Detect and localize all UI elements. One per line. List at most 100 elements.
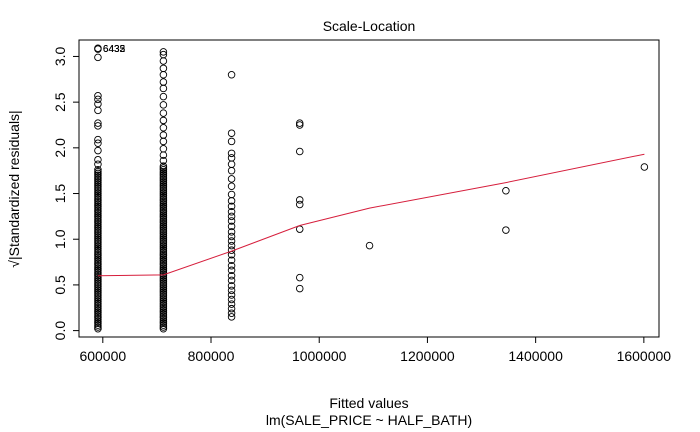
data-point: [94, 146, 102, 155]
data-point: [94, 167, 102, 176]
data-point: [227, 166, 236, 175]
data-point: [94, 273, 102, 282]
point-annotation: 6433: [103, 44, 126, 55]
data-point: [94, 239, 102, 247]
data-point: [94, 231, 102, 240]
data-point: [159, 84, 168, 93]
data-point: [159, 180, 168, 189]
data-point: [227, 232, 236, 241]
data-point: [159, 137, 168, 146]
data-point: [159, 198, 168, 207]
y-axis-label: √|Standardized residuals|: [6, 110, 22, 267]
data-point: [159, 193, 168, 201]
data-point: [159, 215, 168, 223]
data-point: [94, 250, 102, 258]
data-point: [94, 279, 102, 287]
data-point: [94, 220, 102, 229]
data-point: [159, 240, 168, 249]
data-point: [94, 224, 102, 233]
data-point: [159, 301, 168, 309]
data-point: [159, 255, 168, 264]
point-annotation: 6432: [103, 44, 126, 55]
data-point: [94, 304, 102, 313]
data-point: [159, 189, 168, 198]
data-point: [94, 180, 102, 189]
data-point: [159, 92, 168, 101]
data-point: [159, 226, 168, 234]
data-point: [94, 321, 102, 329]
data-point: [94, 240, 102, 249]
data-point: [159, 197, 168, 205]
data-point: [227, 222, 236, 231]
data-point: [94, 186, 102, 194]
data-point: [94, 119, 102, 127]
y-tick-label: 0.0: [52, 321, 68, 341]
data-point: [227, 70, 236, 79]
data-point: [94, 281, 102, 289]
data-point: [94, 204, 102, 212]
data-point: [159, 257, 168, 265]
data-point: [94, 135, 102, 144]
data-point: [159, 202, 168, 211]
data-point: [159, 123, 168, 132]
data-point: [640, 163, 649, 171]
data-point: [94, 325, 102, 333]
data-point: [227, 266, 236, 275]
data-point: [159, 292, 168, 300]
data-point: [94, 292, 102, 300]
data-point: [502, 226, 510, 234]
data-point: [159, 228, 168, 236]
data-point: [94, 315, 102, 324]
data-point: [94, 187, 102, 196]
data-point: [159, 231, 168, 240]
data-point: [94, 95, 102, 104]
data-point: [94, 270, 102, 278]
data-point: [94, 312, 102, 320]
data-point: [159, 229, 168, 238]
data-point: [94, 219, 102, 227]
data-point: [94, 297, 102, 306]
data-point: [94, 106, 102, 115]
data-point: [94, 202, 102, 211]
x-tick-label: 600000: [79, 348, 126, 364]
data-point: [94, 288, 102, 296]
data-point: [159, 176, 168, 185]
y-tick-label: 2.5: [52, 92, 68, 112]
data-point: [94, 251, 102, 260]
data-point: [159, 217, 168, 225]
data-point: [159, 306, 168, 315]
data-point: [94, 213, 102, 222]
x-axis: 600000 800000 1000000 1200000 1400000 1600000: [79, 336, 671, 364]
chart-title: Scale-Location: [323, 18, 416, 34]
data-point: [159, 48, 168, 56]
data-point: [94, 206, 102, 214]
data-point: [159, 293, 168, 302]
data-point: [159, 200, 168, 209]
data-point: [227, 291, 236, 299]
data-point: [94, 176, 102, 185]
data-point: [159, 209, 168, 218]
data-point: [94, 222, 102, 231]
data-point: [227, 304, 236, 313]
data-point: [159, 250, 168, 258]
data-point: [94, 166, 102, 174]
data-point: [159, 284, 168, 293]
data-point: [159, 244, 168, 253]
data-point: [295, 284, 304, 293]
data-point: [159, 273, 168, 282]
data-point: [159, 175, 168, 183]
data-point: [159, 266, 168, 275]
data-point: [159, 211, 168, 220]
data-point: [94, 286, 102, 295]
data-point: [94, 211, 102, 220]
data-point: [159, 204, 168, 212]
data-point: [159, 295, 168, 304]
data-point: [159, 173, 168, 181]
data-point: [94, 215, 102, 223]
data-point: [94, 226, 102, 234]
data-point: [159, 297, 168, 306]
data-point: [227, 309, 236, 317]
data-point: [94, 233, 102, 242]
data-point: [227, 313, 236, 321]
